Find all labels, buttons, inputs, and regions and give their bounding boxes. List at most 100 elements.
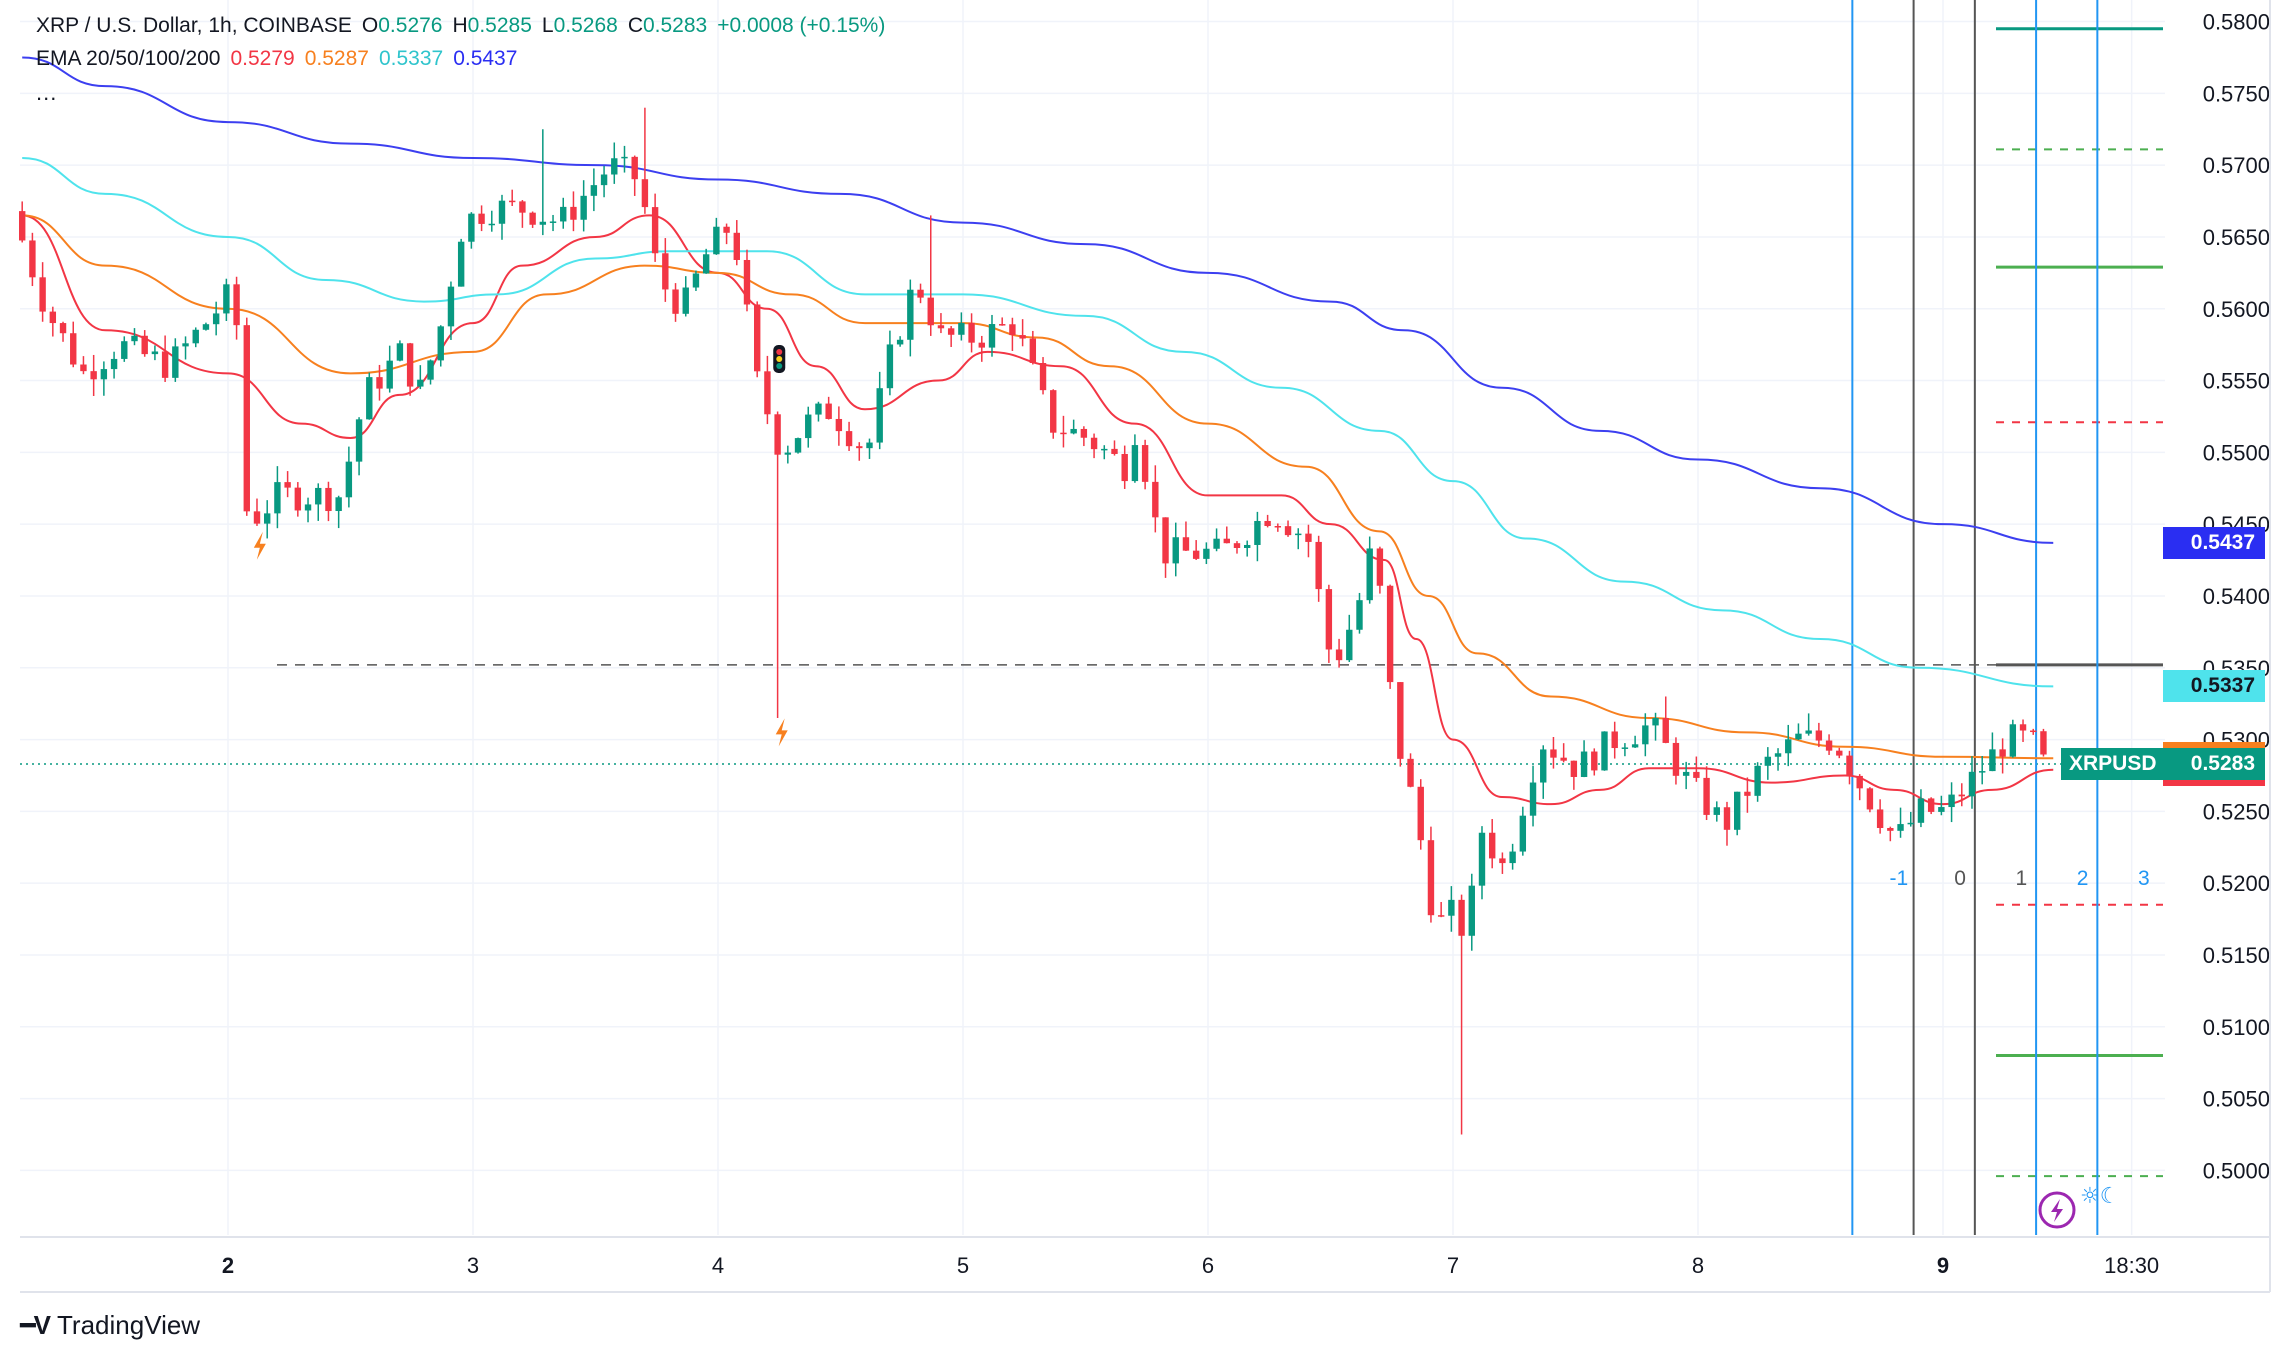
- candle-body: [1938, 807, 1945, 812]
- x-tick-label: 2: [222, 1253, 234, 1278]
- candle-body: [1672, 742, 1680, 776]
- candle-body: [253, 511, 261, 524]
- candle-body: [1366, 548, 1373, 601]
- candle-body: [600, 174, 608, 186]
- candle-body: [907, 289, 914, 340]
- candle-body: [90, 371, 97, 380]
- fib-time-label: 3: [2138, 867, 2150, 890]
- candle-body: [468, 213, 475, 242]
- candle-body: [1090, 437, 1098, 450]
- candle-body: [1325, 589, 1333, 650]
- candle-body: [805, 414, 812, 439]
- candle-body: [202, 324, 210, 330]
- candle-body: [437, 326, 444, 361]
- candle-body: [1172, 537, 1179, 564]
- candle-body: [1979, 771, 1986, 773]
- candle-body: [1274, 526, 1282, 528]
- candle-body: [815, 403, 822, 415]
- candle-body: [1244, 544, 1251, 548]
- symbol-title[interactable]: XRP / U.S. Dollar, 1h, COINBASE: [36, 14, 352, 37]
- candle-body: [1295, 533, 1302, 536]
- candle-body: [417, 379, 424, 387]
- fib-time-label: 2: [2077, 867, 2089, 890]
- price-change: +0.0008 (+0.15%): [717, 14, 886, 37]
- candle-body: [1182, 537, 1190, 551]
- candle-body: [1662, 718, 1669, 743]
- candle-body: [794, 438, 802, 453]
- candle-body: [1417, 786, 1424, 841]
- candle-body: [958, 322, 965, 335]
- price-badge: 0.5337: [2163, 670, 2265, 703]
- candle-body: [947, 328, 955, 335]
- candle-body: [549, 221, 557, 223]
- y-tick-label: 0.5250: [2203, 799, 2270, 824]
- ema-label[interactable]: EMA 20/50/100/200: [36, 47, 221, 70]
- candle-body: [1141, 445, 1149, 482]
- candle-body: [498, 200, 506, 224]
- ema-line: [22, 56, 2054, 544]
- y-tick-label: 0.5050: [2203, 1087, 2270, 1112]
- candle-body: [1315, 541, 1322, 590]
- candle-body: [1927, 798, 1935, 812]
- candle-body: [151, 351, 159, 355]
- candle-body: [2009, 724, 2017, 757]
- candle-body: [1764, 756, 1772, 766]
- candle-body: [100, 369, 108, 380]
- last-price-badge: 0.5283: [2163, 747, 2265, 780]
- candle-body: [1621, 747, 1629, 749]
- y-tick-label: 0.5650: [2203, 225, 2270, 250]
- candle-body: [141, 335, 148, 355]
- candle-body: [1264, 520, 1271, 527]
- candle-body: [1907, 822, 1914, 825]
- candle-body: [856, 446, 863, 449]
- candle-body: [743, 259, 751, 305]
- candle-body: [570, 206, 577, 220]
- candle-body: [529, 212, 536, 225]
- candle-body: [1876, 809, 1884, 828]
- candle-body: [29, 240, 36, 278]
- candle-body: [754, 304, 761, 372]
- tradingview-mark-icon: ━V: [20, 1310, 51, 1340]
- candle-body: [1550, 749, 1557, 758]
- candle-body: [1029, 338, 1037, 363]
- candle-body: [1917, 798, 1925, 823]
- candle-body: [131, 335, 138, 342]
- candle-body: [560, 206, 567, 222]
- candle-body: [988, 324, 996, 348]
- candle-body: [427, 360, 434, 380]
- candle-body: [478, 213, 485, 224]
- candle-body: [447, 286, 455, 327]
- candle-body: [1631, 744, 1639, 748]
- candle-body: [978, 342, 985, 348]
- x-tick-label: 4: [712, 1253, 724, 1278]
- brand-name: TradingView: [57, 1310, 201, 1340]
- candle-body: [1162, 517, 1169, 564]
- candle-body: [1468, 885, 1475, 936]
- tradingview-logo[interactable]: ━V TradingView: [20, 1310, 200, 1341]
- ohlc-low-key: L: [541, 14, 554, 37]
- candle-body: [611, 158, 618, 175]
- y-tick-label: 0.5750: [2203, 81, 2270, 106]
- candle-body: [1734, 791, 1741, 830]
- candle-body: [886, 344, 894, 389]
- y-tick-label: 0.5500: [2203, 440, 2270, 465]
- candle-body: [1754, 765, 1761, 796]
- candle-body: [1152, 481, 1159, 518]
- candle-body: [386, 360, 393, 389]
- ohlc-open-key: O: [361, 14, 379, 37]
- y-tick-label: 0.5800: [2203, 10, 2270, 35]
- x-tick-label: 9: [1937, 1253, 1949, 1278]
- candle-body: [1458, 899, 1465, 936]
- symbol-price-tag[interactable]: XRPUSD: [2061, 747, 2165, 780]
- x-tick-label: 18:30: [2104, 1253, 2159, 1278]
- candle-body: [1080, 428, 1088, 438]
- grid: [20, 0, 2165, 1235]
- candle-body: [999, 324, 1006, 326]
- ohlc-high-key: H: [452, 14, 468, 37]
- legend-more-button[interactable]: ...: [36, 80, 58, 105]
- fib-time-label: -1: [1890, 867, 1909, 890]
- candle-body: [1836, 750, 1843, 756]
- candle-body: [1591, 751, 1598, 771]
- candle-body: [1948, 794, 1955, 808]
